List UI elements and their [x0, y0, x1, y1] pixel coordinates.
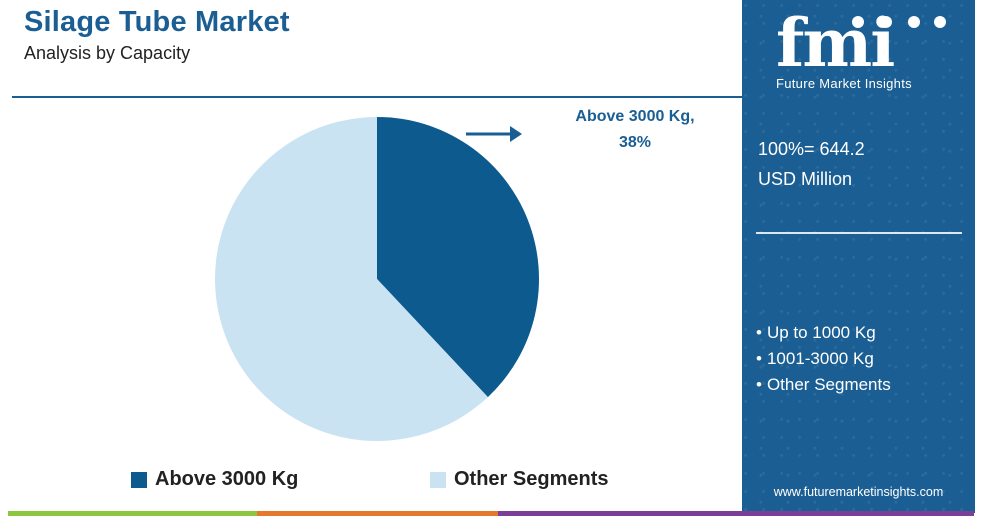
callout-label: Above 3000 Kg,	[575, 108, 695, 125]
legend-label: Above 3000 Kg	[155, 468, 299, 490]
pie-slice-other-segments	[215, 117, 488, 441]
legend-item-above-3000: Above 3000 Kg	[131, 468, 298, 491]
slice-callout: Above 3000 Kg, 38%	[555, 104, 715, 156]
fmi-logo: fmi Future Market Insights	[776, 10, 946, 92]
sidebar-divider	[756, 232, 962, 234]
sidebar-texture	[742, 0, 975, 513]
pie-chart	[215, 117, 539, 441]
market-total-value: 100%= 644.2	[758, 139, 865, 159]
logo-icons	[852, 16, 946, 28]
info-sidebar: fmi Future Market Insights 100%= 644.2 U…	[742, 0, 975, 513]
legend-item-other-segments: Other Segments	[430, 468, 608, 491]
legend-label: Other Segments	[454, 468, 609, 490]
list-item: Other Segments	[756, 372, 891, 398]
legend-swatch	[430, 471, 446, 488]
market-total: 100%= 644.2 USD Million	[758, 134, 865, 194]
callout-arrow	[466, 126, 522, 142]
list-item: 1001-3000 Kg	[756, 346, 891, 372]
legend-swatch	[131, 471, 147, 488]
website-link[interactable]: www.futuremarketinsights.com	[773, 485, 944, 499]
market-total-unit: USD Million	[758, 169, 853, 189]
page-subtitle: Analysis by Capacity	[24, 43, 191, 63]
title-divider	[12, 96, 742, 98]
footer-segment	[257, 511, 498, 516]
footer-color-bar	[8, 511, 974, 516]
page-title: Silage Tube Market	[24, 6, 290, 38]
brand-name: Future Market Insights	[776, 76, 912, 91]
footer-segment	[8, 511, 257, 516]
footer-segment	[498, 511, 974, 516]
pie-slices	[215, 117, 539, 441]
list-item: Up to 1000 Kg	[756, 320, 891, 346]
other-segments-list: Up to 1000 Kg 1001-3000 Kg Other Segment…	[756, 320, 891, 398]
pie-slice-above-3000-kg	[377, 117, 539, 398]
callout-value: 38%	[618, 134, 652, 151]
